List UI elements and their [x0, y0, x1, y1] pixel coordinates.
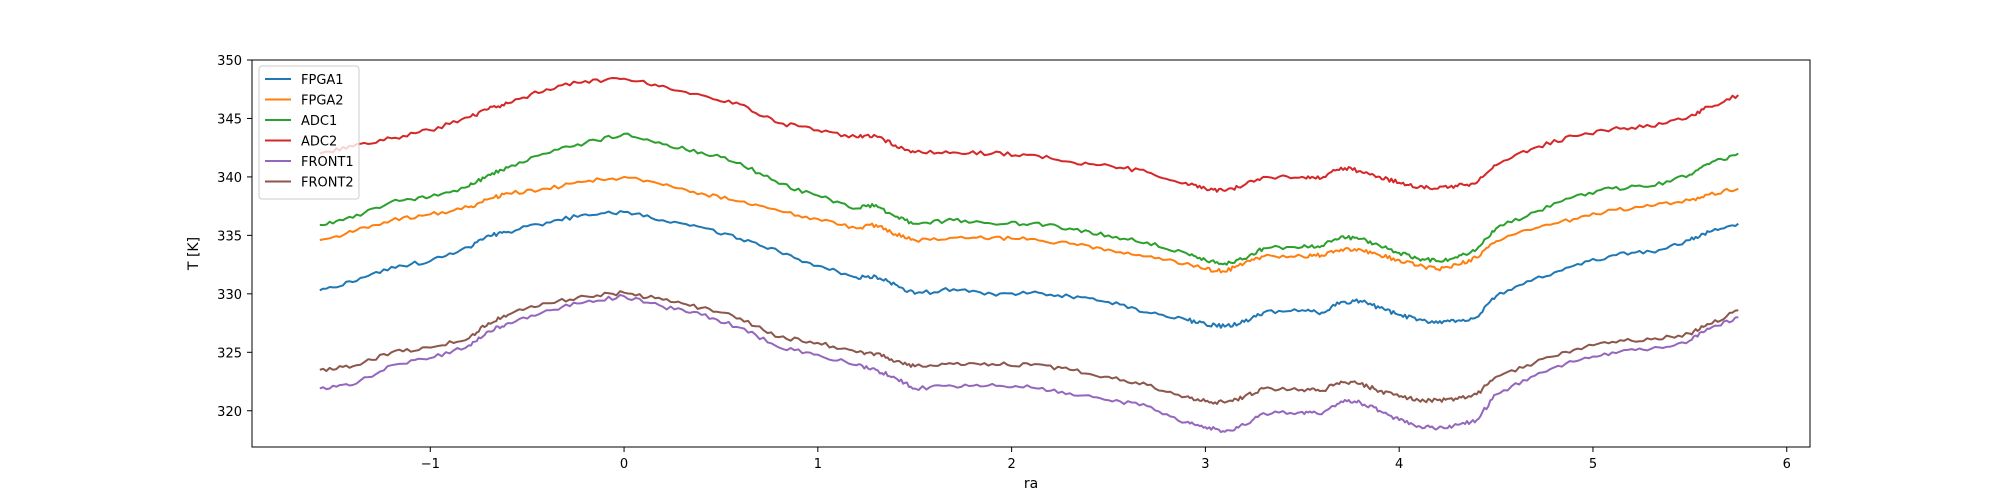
- series-line-front2: [319, 290, 1739, 405]
- legend-label-fpga1: FPGA1: [301, 73, 344, 88]
- series-line-fpga1: [319, 210, 1739, 329]
- legend-label-adc2: ADC2: [301, 135, 337, 150]
- legend-label-front2: FRONT2: [301, 176, 354, 191]
- x-tick-label: 0: [620, 457, 628, 472]
- legend: FPGA1 FPGA2 ADC1 ADC2 FRONT1 FRONT2: [258, 65, 360, 200]
- x-tick-label: 1: [814, 457, 822, 472]
- x-tick-label: 3: [1201, 457, 1209, 472]
- y-axis-label: T [K]: [186, 237, 202, 271]
- y-tick-label: 340: [217, 171, 242, 186]
- x-tick-label: 5: [1589, 457, 1597, 472]
- legend-label-front1: FRONT1: [301, 155, 354, 170]
- series-line-adc1: [319, 132, 1739, 266]
- x-axis-label: ra: [1024, 476, 1038, 492]
- series-line-front1: [319, 293, 1739, 434]
- x-tick-label: 6: [1783, 457, 1791, 472]
- y-tick-label: 330: [217, 288, 242, 303]
- x-tick-label: 4: [1395, 457, 1403, 472]
- series-line-fpga2: [319, 175, 1739, 274]
- y-tick-label: 345: [217, 112, 242, 127]
- y-tick-label: 325: [217, 346, 242, 361]
- x-axis-ticks: −1 0 1 2 3 4 5 6: [421, 447, 1791, 472]
- x-tick-label: 2: [1007, 457, 1015, 472]
- series-layer: [319, 77, 1740, 434]
- y-axis-ticks: 320 325 330 335 340 345 350: [217, 54, 252, 420]
- legend-label-adc1: ADC1: [301, 114, 337, 129]
- legend-label-fpga2: FPGA2: [301, 94, 344, 109]
- plot-area-frame: [251, 59, 1811, 448]
- y-tick-label: 335: [217, 229, 242, 244]
- x-tick-label: −1: [421, 457, 440, 472]
- y-tick-label: 350: [217, 54, 242, 69]
- y-tick-label: 320: [217, 405, 242, 420]
- series-line-adc2: [319, 77, 1740, 193]
